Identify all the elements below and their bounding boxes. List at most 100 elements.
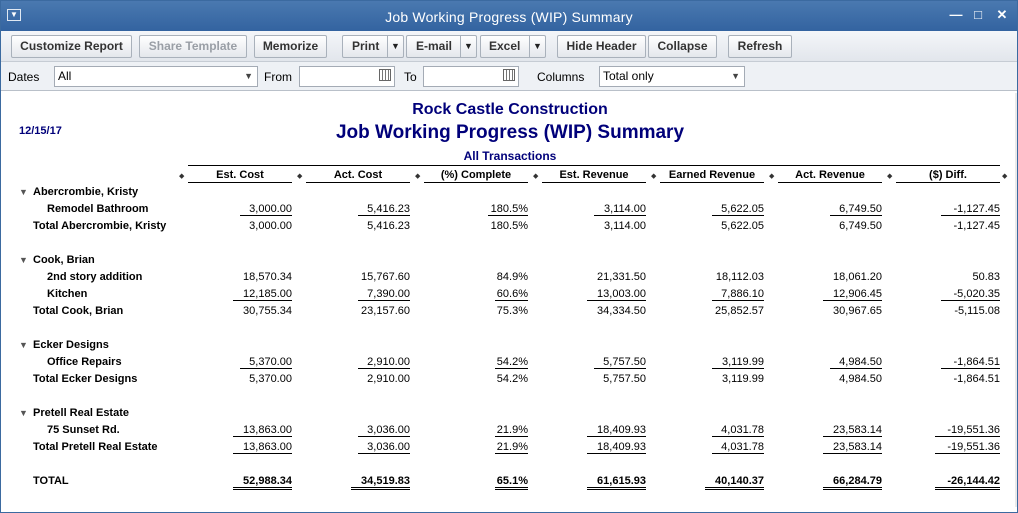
total-row[interactable]: Total Abercrombie, Kristy 3,000.00 5,416.2… (5, 220, 1015, 237)
close-icon[interactable]: ✕ (996, 7, 1008, 22)
table-cell[interactable]: 23,157.60 (361, 305, 410, 317)
total-row[interactable]: Total Pretell Real Estate 13,863.00 3,036.… (5, 441, 1015, 458)
table-cell[interactable]: 61,615.93 (587, 475, 646, 490)
column-header[interactable]: (%) Complete (424, 169, 528, 183)
from-date-field[interactable] (299, 66, 395, 87)
table-cell[interactable]: 5,416.23 (357, 203, 410, 216)
column-resize-icon[interactable]: ◆ (651, 173, 657, 180)
table-cell[interactable]: 52,988.34 (233, 475, 292, 490)
column-resize-icon[interactable]: ◆ (415, 173, 421, 180)
column-resize-icon[interactable]: ◆ (1002, 173, 1008, 180)
table-cell[interactable]: 5,757.50 (593, 356, 646, 369)
table-cell[interactable]: 30,755.34 (243, 305, 292, 317)
group-row[interactable]: ▼ Cook, Brian (5, 254, 1015, 271)
table-cell[interactable]: 180.5% (490, 220, 528, 232)
excel-button[interactable]: Excel ▼ (480, 35, 546, 58)
table-cell[interactable]: 6,749.50 (839, 220, 882, 232)
table-cell[interactable]: 54.2% (494, 356, 528, 369)
table-cell[interactable]: 3,119.99 (721, 373, 764, 385)
group-row[interactable]: ▼ Ecker Designs (5, 339, 1015, 356)
collapse-triangle-icon[interactable]: ▼ (19, 408, 28, 418)
table-cell[interactable]: 5,622.05 (721, 220, 764, 232)
scrollbar[interactable] (1015, 93, 1017, 507)
column-resize-icon[interactable]: ◆ (887, 173, 893, 180)
table-cell[interactable]: 66,284.79 (823, 475, 882, 490)
table-cell[interactable]: -19,551.36 (935, 424, 1000, 437)
table-cell[interactable]: -19,551.36 (935, 441, 1000, 454)
print-button[interactable]: Print ▼ (342, 35, 404, 58)
to-date-field[interactable] (423, 66, 519, 87)
system-menu-icon[interactable]: ▼ (7, 9, 21, 21)
collapse-triangle-icon[interactable]: ▼ (19, 340, 28, 350)
email-button[interactable]: E-mail ▼ (406, 35, 477, 58)
table-cell[interactable]: 34,519.83 (351, 475, 410, 490)
table-row[interactable]: Kitchen 12,185.00 7,390.00 60.6% 13,003.00 7,… (5, 288, 1015, 305)
column-header[interactable]: Est. Cost (188, 169, 292, 183)
table-row[interactable]: Office Repairs 5,370.00 2,910.00 54.2% 5,757… (5, 356, 1015, 373)
total-row[interactable]: Total Ecker Designs 5,370.00 2,910.00 54.2%… (5, 373, 1015, 390)
group-row[interactable]: ▼ Pretell Real Estate (5, 407, 1015, 424)
table-cell[interactable]: 5,370.00 (249, 373, 292, 385)
column-header[interactable]: Earned Revenue (660, 169, 764, 183)
table-cell[interactable]: 18,570.34 (243, 271, 292, 283)
dates-dropdown-icon[interactable]: ▼ (244, 71, 253, 81)
table-row[interactable]: Remodel Bathroom 3,000.00 5,416.23 180.5% 3,… (5, 203, 1015, 220)
table-cell[interactable]: 180.5% (488, 203, 528, 216)
table-row[interactable]: 2nd story addition 18,570.34 15,767.60 84.9… (5, 271, 1015, 288)
email-dropdown-icon[interactable]: ▼ (460, 36, 476, 57)
column-header[interactable]: Act. Cost (306, 169, 410, 183)
table-cell[interactable]: 4,031.78 (711, 424, 764, 437)
table-cell[interactable]: 13,863.00 (233, 441, 292, 454)
table-cell[interactable]: 3,114.00 (603, 220, 646, 232)
table-cell[interactable]: 2,910.00 (357, 356, 410, 369)
table-cell[interactable]: 23,583.14 (823, 441, 882, 454)
group-row[interactable]: ▼ Abercrombie, Kristy (5, 186, 1015, 203)
total-row[interactable]: Total Cook, Brian 30,755.34 23,157.60 75.3%… (5, 305, 1015, 322)
table-cell[interactable]: 23,583.14 (823, 424, 882, 437)
column-resize-icon[interactable]: ◆ (297, 173, 303, 180)
table-cell[interactable]: 21.9% (494, 441, 528, 454)
column-header[interactable]: Act. Revenue (778, 169, 882, 183)
from-calendar-icon[interactable] (379, 69, 391, 81)
table-cell[interactable]: 30,967.65 (833, 305, 882, 317)
table-cell[interactable]: -1,864.51 (953, 373, 1000, 385)
table-cell[interactable]: 5,416.23 (367, 220, 410, 232)
collapse-triangle-icon[interactable]: ▼ (19, 187, 28, 197)
table-cell[interactable]: 6,749.50 (829, 203, 882, 216)
table-cell[interactable]: 3,114.00 (593, 203, 646, 216)
table-cell[interactable]: 3,036.00 (357, 441, 410, 454)
memorize-button[interactable]: Memorize (254, 35, 327, 58)
table-cell[interactable]: 84.9% (496, 271, 528, 283)
table-cell[interactable]: 15,767.60 (361, 271, 410, 283)
column-resize-icon[interactable]: ◆ (179, 173, 185, 180)
table-cell[interactable]: 60.6% (494, 288, 528, 301)
collapse-triangle-icon[interactable]: ▼ (19, 255, 28, 265)
table-cell[interactable]: -1,864.51 (941, 356, 1000, 369)
table-cell[interactable]: 21,331.50 (597, 271, 646, 283)
table-cell[interactable]: -26,144.42 (935, 475, 1000, 490)
table-cell[interactable]: 65.1% (494, 475, 528, 490)
table-cell[interactable]: 50.83 (972, 271, 1000, 283)
table-cell[interactable]: 18,061.20 (833, 271, 882, 283)
excel-dropdown-icon[interactable]: ▼ (529, 36, 545, 57)
column-resize-icon[interactable]: ◆ (533, 173, 539, 180)
table-cell[interactable]: 18,409.93 (587, 441, 646, 454)
collapse-button[interactable]: Collapse (648, 35, 717, 58)
table-cell[interactable]: 7,886.10 (711, 288, 764, 301)
hide-header-button[interactable]: Hide Header (557, 35, 646, 58)
table-cell[interactable]: 5,757.50 (603, 373, 646, 385)
columns-dropdown-icon[interactable]: ▼ (731, 71, 740, 81)
dates-select[interactable]: All ▼ (54, 66, 258, 87)
table-cell[interactable]: 12,185.00 (233, 288, 292, 301)
table-cell[interactable]: 13,863.00 (233, 424, 292, 437)
print-dropdown-icon[interactable]: ▼ (387, 36, 403, 57)
table-cell[interactable]: 25,852.57 (715, 305, 764, 317)
column-header[interactable]: ($) Diff. (896, 169, 1000, 183)
minimize-icon[interactable]: — (949, 7, 963, 22)
table-row[interactable]: 75 Sunset Rd. 13,863.00 3,036.00 21.9% 18,40… (5, 424, 1015, 441)
table-cell[interactable]: 34,334.50 (597, 305, 646, 317)
table-cell[interactable]: 4,984.50 (839, 373, 882, 385)
table-cell[interactable]: 13,003.00 (587, 288, 646, 301)
customize-report-button[interactable]: Customize Report (11, 35, 132, 58)
table-cell[interactable]: 3,000.00 (239, 203, 292, 216)
